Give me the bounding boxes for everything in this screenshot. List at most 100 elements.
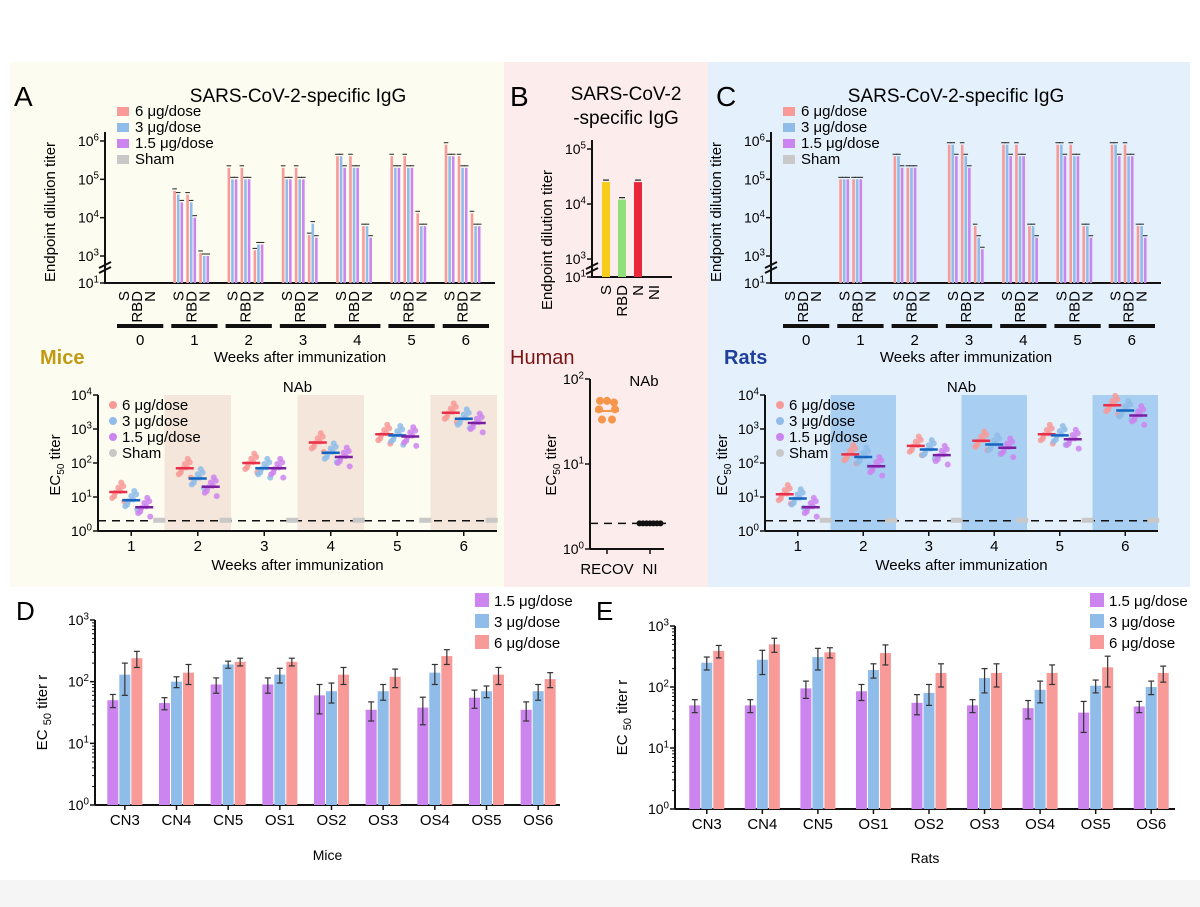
y-tick-label: 100 <box>738 522 760 539</box>
bar <box>1145 687 1157 809</box>
legend-swatch <box>783 123 795 132</box>
y-tick-label: 101 <box>565 268 586 285</box>
bar <box>618 199 626 277</box>
data-point <box>869 467 876 474</box>
antigen-label: S <box>442 291 459 301</box>
bar <box>1031 226 1035 283</box>
legend-swatch <box>1090 635 1104 649</box>
legend-marker <box>776 433 784 441</box>
bar <box>977 237 981 283</box>
legend-label: Sham <box>789 445 828 462</box>
bar <box>403 156 407 283</box>
week-label: 3 <box>260 538 268 555</box>
bar <box>171 681 182 805</box>
week-label: 0 <box>802 332 810 349</box>
bar <box>964 156 968 283</box>
data-point <box>786 485 793 492</box>
bar <box>131 658 143 805</box>
data-point <box>1131 416 1138 423</box>
week-shade <box>1092 395 1158 531</box>
y-tick-label: 103 <box>738 420 760 437</box>
bar <box>444 144 448 283</box>
panel-c-title: SARS-CoV-2-specific IgG <box>848 86 1064 107</box>
bar <box>394 167 397 283</box>
week-label: 1 <box>856 332 864 349</box>
week-label: 4 <box>353 332 361 349</box>
legend-label: 6 μg/dose <box>801 103 867 120</box>
week-label: 5 <box>393 538 401 555</box>
bar <box>1090 685 1102 809</box>
category-label: CN5 <box>803 816 833 833</box>
bar <box>967 705 979 809</box>
y-tick-label: 101 <box>744 274 765 291</box>
sham-point <box>153 517 166 523</box>
data-point <box>386 425 393 432</box>
category-label: N <box>630 285 647 296</box>
bar <box>1136 226 1140 283</box>
bar <box>253 250 257 283</box>
legend-swatch <box>475 614 489 628</box>
bar <box>1060 144 1063 283</box>
data-point <box>943 446 950 453</box>
group-label-human: Human <box>510 347 574 369</box>
panel-e-letter: E <box>596 596 613 626</box>
bar <box>855 179 859 283</box>
y-tick-label: 100 <box>648 800 670 817</box>
data-point <box>133 491 140 498</box>
data-point <box>399 426 406 433</box>
antigen-label: N <box>142 291 159 302</box>
bar <box>923 692 935 809</box>
category-label: RECOV <box>580 561 633 578</box>
bar <box>469 697 480 805</box>
antigen-label: N <box>251 291 268 302</box>
week-shade <box>297 395 364 531</box>
bar <box>286 661 298 805</box>
bar <box>634 182 642 277</box>
week-label: 5 <box>1073 332 1081 349</box>
legend-label: 3 μg/dose <box>135 119 201 136</box>
y-tick-label: 100 <box>71 522 93 539</box>
legend-swatch <box>1090 614 1104 628</box>
bar <box>897 156 900 283</box>
chart-e-ec50: 100 101 102 103 EC 50 titer r CN3 CN4 CN5 OS1 OS2… <box>614 593 1188 866</box>
antigen-label: N <box>359 291 376 302</box>
antigen-label: N <box>808 291 825 302</box>
bar <box>1102 667 1114 809</box>
sham-point <box>1081 517 1094 523</box>
bar <box>262 684 274 805</box>
y-tick-label: 102 <box>738 454 759 471</box>
data-point <box>803 508 810 515</box>
bar <box>1035 237 1038 283</box>
legend-marker <box>109 401 117 409</box>
y-tick-label: 104 <box>744 209 766 226</box>
antigen-label: N <box>971 291 988 302</box>
y-tick-label: 101 <box>648 739 669 756</box>
category-label: RBD <box>614 285 631 317</box>
data-point <box>930 440 937 447</box>
week-label: 5 <box>407 332 415 349</box>
bar <box>369 237 372 283</box>
bar <box>1117 156 1121 283</box>
bar <box>119 674 131 805</box>
data-point <box>1048 425 1055 432</box>
bar <box>159 703 170 805</box>
data-point <box>1065 440 1072 447</box>
y-tick-label: 102 <box>648 678 669 695</box>
bar <box>311 223 315 283</box>
axis-break <box>585 262 599 275</box>
week-label: 3 <box>299 332 307 349</box>
y-tick-label: 104 <box>71 386 93 403</box>
y-tick-label: 103 <box>78 247 100 264</box>
antigen-label: RBD <box>292 291 309 323</box>
bar <box>768 644 780 809</box>
data-point <box>213 493 220 500</box>
x-axis-label: Rats <box>911 850 940 866</box>
legend-marker <box>776 417 784 425</box>
bar <box>186 194 189 283</box>
bar <box>457 156 461 283</box>
data-point <box>610 398 618 407</box>
x-axis-label: Weeks after immunization <box>875 557 1047 574</box>
bar <box>1089 237 1093 283</box>
y-axis-label: Endpoint dilution titer <box>539 170 556 310</box>
